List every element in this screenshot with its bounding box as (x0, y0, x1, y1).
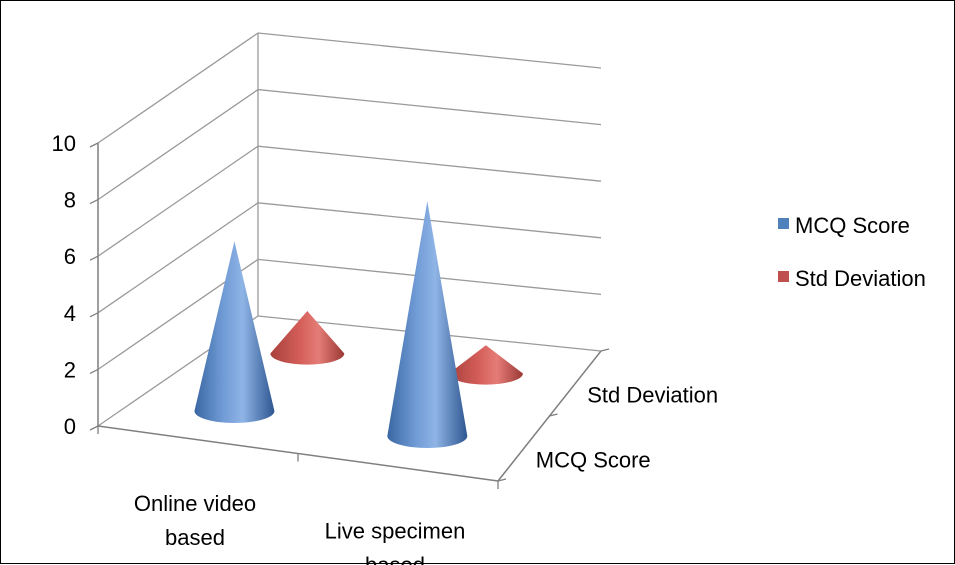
y-tick-label: 0 (64, 414, 76, 439)
y-tick-mark (89, 368, 99, 374)
y-tick-mark (89, 255, 99, 261)
x-tick-label: Online video based (134, 491, 256, 550)
legend-label: MCQ Score (795, 213, 910, 238)
gridline (97, 258, 602, 370)
depth-tick-mark (600, 348, 610, 352)
gridline (97, 315, 602, 427)
cone-mcq-score (387, 201, 468, 448)
y-tick-label: 10 (52, 131, 76, 156)
x-tick-label: Live specimen based (325, 518, 466, 565)
gridline (97, 145, 602, 257)
cone-mcq-score (194, 241, 275, 423)
y-tick-label: 2 (64, 357, 76, 382)
depth-tick-label: Std Deviation (587, 383, 718, 408)
legend-swatch (778, 218, 789, 229)
gridline (97, 32, 602, 144)
gridline (97, 202, 602, 314)
y-tick-mark (89, 425, 99, 431)
depth-tick-label: MCQ Score (536, 448, 651, 473)
y-tick-label: 8 (64, 188, 76, 213)
y-tick-label: 6 (64, 244, 76, 269)
depth-tick-mark (497, 478, 507, 482)
depth-tick-mark (549, 413, 558, 417)
y-tick-mark (89, 199, 99, 205)
legend-swatch (778, 271, 789, 282)
legend-label: Std Deviation (795, 266, 926, 291)
y-tick-mark (89, 142, 99, 148)
gridline (97, 88, 602, 201)
cone-std-deviation (270, 311, 345, 365)
y-tick-label: 4 (64, 301, 76, 326)
cone-std-deviation (448, 345, 523, 385)
y-tick-mark (89, 312, 99, 318)
